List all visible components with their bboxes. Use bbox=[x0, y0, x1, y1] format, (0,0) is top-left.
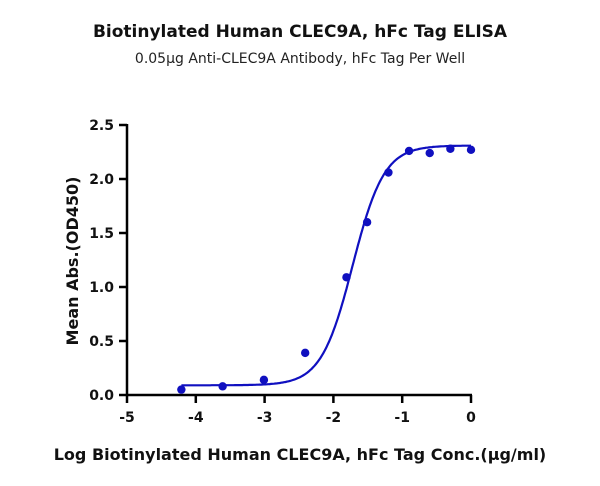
data-point bbox=[446, 144, 455, 153]
x-tick-label: -3 bbox=[257, 410, 273, 426]
y-tick-label: 1.0 bbox=[89, 280, 114, 296]
data-point bbox=[177, 385, 186, 394]
x-tick-label: -2 bbox=[326, 410, 342, 426]
x-axis-label: Log Biotinylated Human CLEC9A, hFc Tag C… bbox=[54, 445, 547, 464]
data-point bbox=[362, 218, 372, 227]
y-tick-label: 0.5 bbox=[89, 334, 114, 350]
data-point bbox=[404, 146, 414, 156]
x-tick-label: -4 bbox=[188, 410, 204, 426]
x-tick-label: 0 bbox=[466, 410, 476, 426]
x-tick-label: -1 bbox=[394, 410, 410, 426]
chart-title: Biotinylated Human CLEC9A, hFc Tag ELISA bbox=[92, 22, 508, 42]
y-tick-label: 2.5 bbox=[89, 118, 114, 134]
y-tick-label: 0.0 bbox=[89, 388, 114, 404]
data-point bbox=[466, 145, 476, 155]
fit-curve bbox=[181, 144, 472, 387]
data-point bbox=[218, 382, 227, 391]
data-point bbox=[300, 348, 310, 358]
chart-subtitle: 0.05μg Anti-CLEC9A Antibody, hFc Tag Per… bbox=[134, 51, 466, 67]
data-point bbox=[384, 168, 393, 177]
x-tick-label: -5 bbox=[119, 410, 135, 426]
y-axis-label: Mean Abs.(OD450) bbox=[63, 177, 82, 346]
data-point bbox=[342, 273, 351, 282]
data-point bbox=[425, 148, 434, 158]
y-tick-label: 2.0 bbox=[89, 172, 114, 188]
y-tick-label: 1.5 bbox=[89, 226, 114, 242]
data-point bbox=[259, 375, 269, 385]
